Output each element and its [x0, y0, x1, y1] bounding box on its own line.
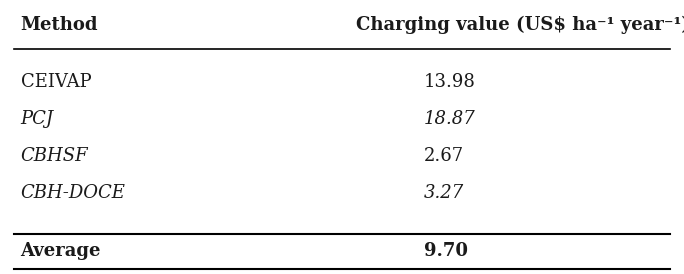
Text: Method: Method [21, 16, 98, 34]
Text: 18.87: 18.87 [424, 110, 476, 128]
Text: 13.98: 13.98 [424, 73, 476, 91]
Text: 2.67: 2.67 [424, 147, 464, 165]
Text: 9.70: 9.70 [424, 242, 468, 260]
Text: PCJ: PCJ [21, 110, 53, 128]
Text: CBH-DOCE: CBH-DOCE [21, 184, 125, 202]
Text: Charging value (US$ ha⁻¹ year⁻¹): Charging value (US$ ha⁻¹ year⁻¹) [356, 16, 684, 34]
Text: CBHSF: CBHSF [21, 147, 88, 165]
Text: Average: Average [21, 242, 101, 260]
Text: CEIVAP: CEIVAP [21, 73, 91, 91]
Text: 3.27: 3.27 [424, 184, 464, 202]
